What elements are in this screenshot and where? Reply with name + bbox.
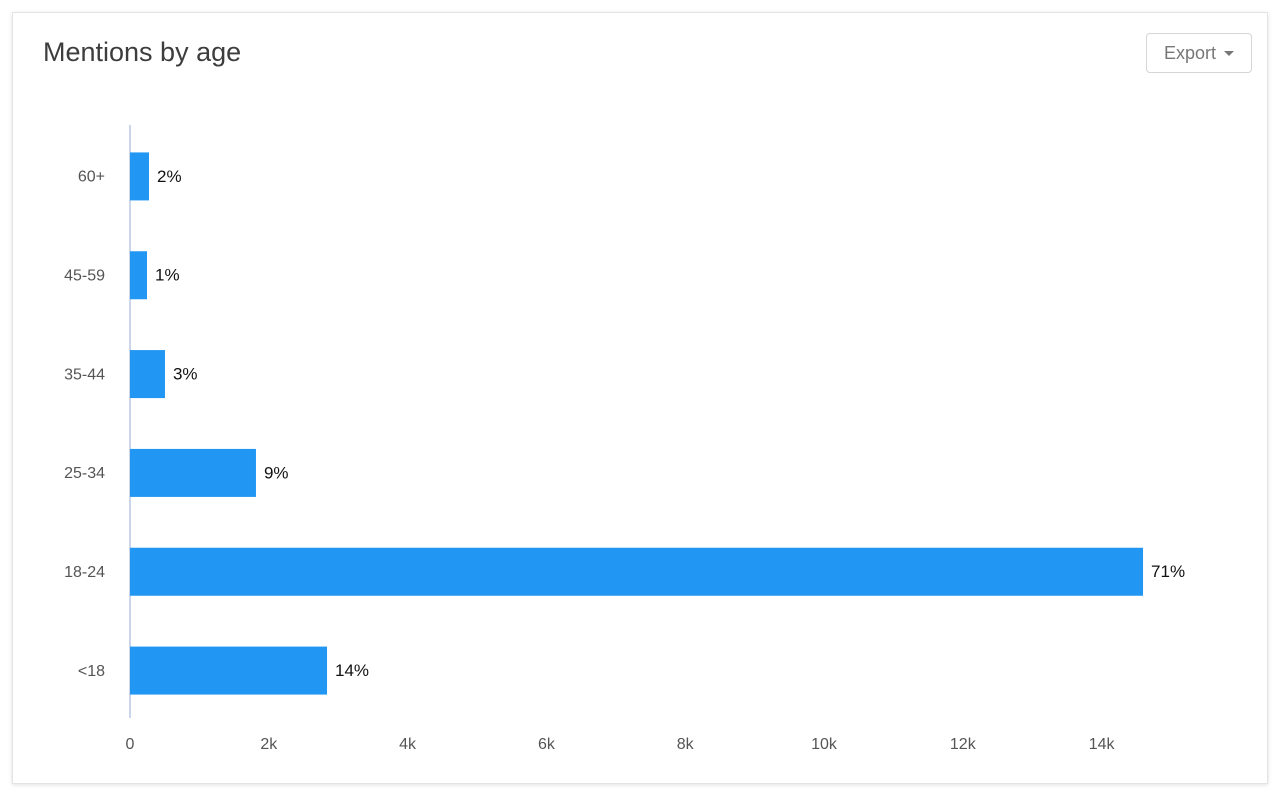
value-label: 14% — [335, 661, 369, 680]
y-tick-label: 60+ — [78, 169, 105, 186]
y-tick-label: 45-59 — [64, 267, 105, 284]
x-tick-label: 4k — [399, 736, 417, 753]
y-tick-label: <18 — [78, 663, 105, 680]
bar — [130, 547, 1144, 596]
bar — [130, 350, 165, 399]
bar — [130, 152, 150, 201]
x-tick-label: 0 — [126, 736, 135, 753]
value-label: 1% — [155, 266, 180, 285]
x-tick-label: 10k — [811, 736, 838, 753]
bar — [130, 448, 256, 497]
export-label: Export — [1163, 42, 1217, 63]
value-label: 71% — [1151, 562, 1185, 581]
x-tick-label: 2k — [260, 736, 278, 753]
y-tick-label: 35-44 — [64, 366, 105, 383]
export-button[interactable]: Export — [1146, 33, 1252, 73]
y-tick-label: 18-24 — [64, 564, 105, 581]
x-tick-label: 6k — [538, 736, 556, 753]
chart-title: Mentions by age — [43, 37, 242, 67]
caret — [1224, 50, 1235, 56]
x-tick-label: 14k — [1089, 736, 1116, 753]
bar — [130, 251, 148, 300]
value-label: 3% — [173, 365, 198, 384]
value-label: 2% — [157, 167, 182, 186]
x-tick-label: 12k — [950, 736, 977, 753]
bar — [130, 646, 328, 695]
y-tick-label: 25-34 — [64, 465, 105, 482]
value-label: 9% — [264, 463, 289, 482]
x-tick-label: 8k — [677, 736, 695, 753]
